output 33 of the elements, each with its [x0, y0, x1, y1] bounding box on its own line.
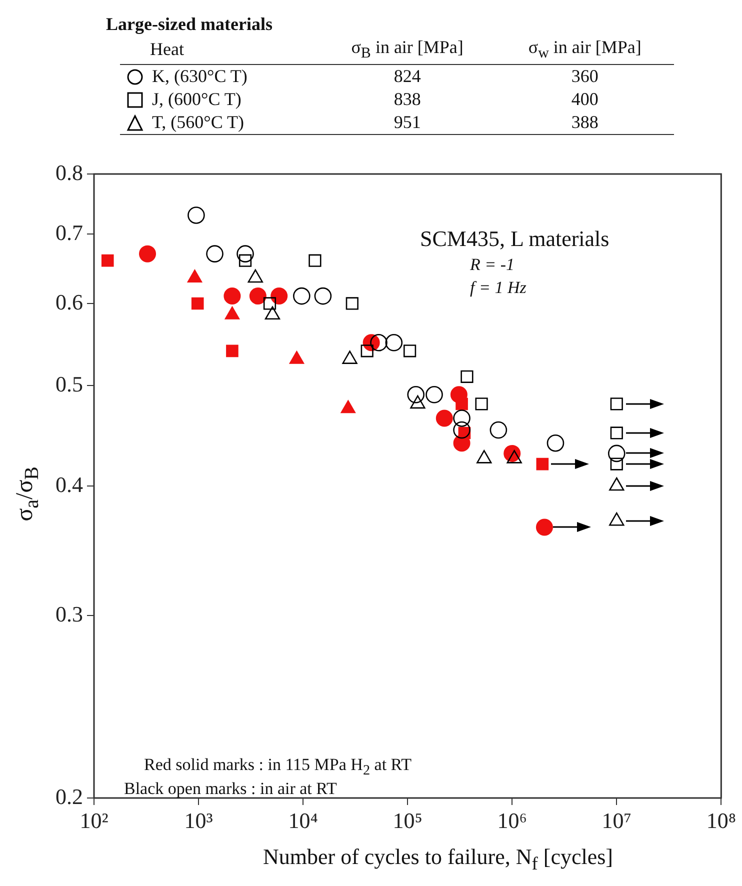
y-tick-label: 0.5 — [56, 371, 83, 396]
text: 360 — [570, 64, 600, 88]
y-tick-label: 0.2 — [56, 784, 83, 809]
legend-label: K, (630°C T) — [152, 66, 248, 86]
legend-title: Heat — [149, 38, 185, 62]
annotation: SCM435, L materials — [420, 226, 610, 252]
text: 838 — [392, 88, 422, 111]
x-tick-label: 10² — [80, 808, 109, 833]
annotation: f = 1 Hz — [470, 278, 526, 298]
x-tick-label: 10⁵ — [392, 808, 422, 833]
chart-title: Large-sized materials — [106, 14, 272, 35]
legend-label: T, (560°C T) — [152, 112, 244, 132]
y-tick-label: 0.8 — [56, 160, 83, 185]
text: 824 — [392, 64, 422, 88]
y-tick-label: 0.6 — [56, 289, 83, 314]
x-tick-label: 10⁶ — [497, 808, 527, 833]
text: σ$_{w}$ in air [MPa] — [527, 36, 642, 64]
y-tick-label: 0.3 — [56, 601, 83, 626]
annotation: Red solid marks : in 115 MPa H$_{2}$ at RT — [144, 755, 412, 780]
text: 400 — [570, 88, 600, 111]
annotation: R = -1 — [470, 255, 515, 275]
x-axis-title: Number of cycles to failure, N$_{f}$ [cycles] — [262, 844, 614, 874]
x-tick-label: 10⁸ — [706, 808, 736, 833]
y-tick-label: 0.4 — [56, 472, 83, 497]
x-tick-label: 10⁷ — [602, 808, 632, 833]
text: 951 — [392, 110, 422, 134]
x-tick-label: 10³ — [184, 808, 214, 833]
x-tick-label: 10⁴ — [288, 808, 318, 833]
text: 388 — [570, 110, 600, 134]
legend-label: J, (600°C T) — [152, 88, 242, 109]
annotation: Black open marks : in air at RT — [124, 779, 337, 799]
text: σ$_{B}$ in air [MPa] — [350, 36, 464, 64]
y-tick-label: 0.7 — [56, 220, 83, 245]
